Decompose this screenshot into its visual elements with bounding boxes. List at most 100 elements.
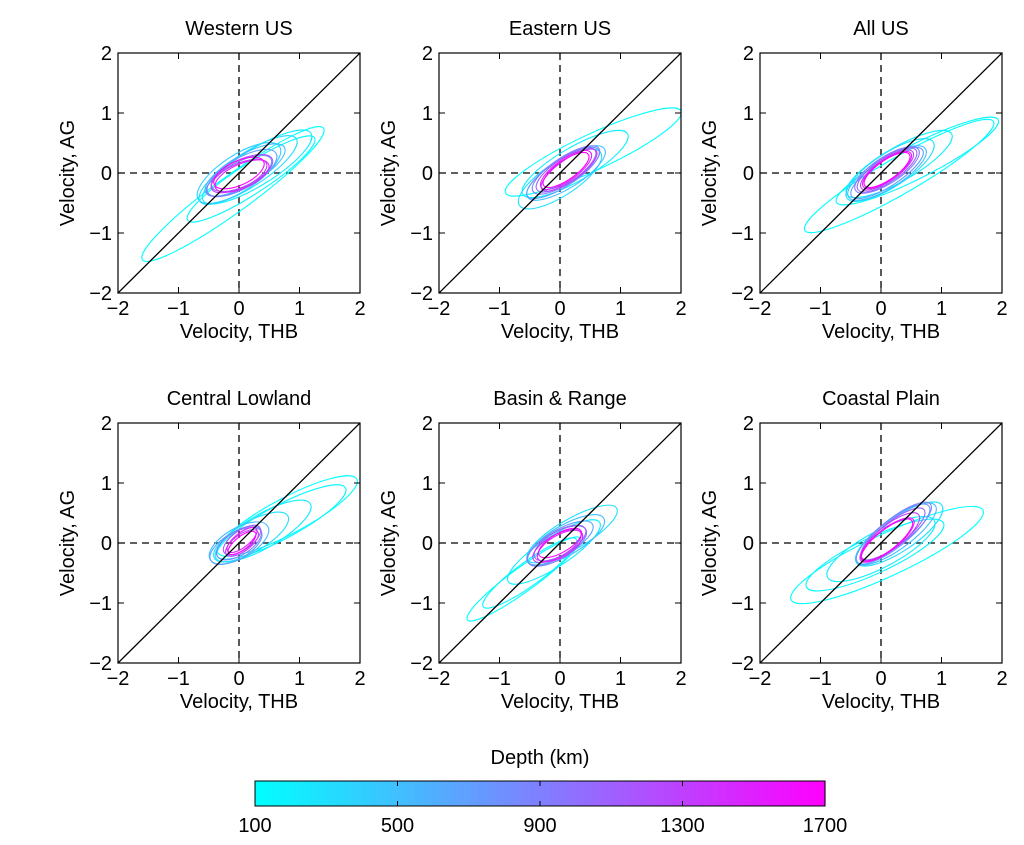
colorbar-swatch — [495, 781, 505, 806]
colorbar-swatches — [255, 781, 826, 806]
panel-title: Eastern US — [509, 18, 611, 40]
identity-line — [760, 423, 1002, 663]
colorbar-swatch — [807, 781, 817, 806]
x-tick-label: −1 — [167, 668, 190, 690]
y-tick-label: 2 — [743, 413, 754, 435]
depth-ellipse — [216, 475, 358, 557]
depth-ellipse — [542, 151, 590, 189]
colorbar-swatch — [540, 781, 550, 806]
colorbar-swatch — [379, 781, 390, 806]
colorbar-swatch — [575, 781, 586, 806]
x-tick-label: −2 — [107, 298, 130, 320]
colorbar-swatch — [290, 781, 301, 806]
y-tick-label: 0 — [743, 533, 754, 555]
x-axis-label: Velocity, THB — [822, 321, 940, 343]
depth-ellipse — [539, 149, 593, 191]
depth-ellipse — [196, 142, 282, 204]
colorbar-swatch — [477, 781, 488, 806]
colorbar-swatch — [255, 781, 265, 806]
depth-ellipse — [845, 129, 953, 199]
colorbar-swatch — [513, 781, 523, 806]
depth-ellipse — [222, 524, 262, 556]
colorbar-swatch — [352, 781, 363, 806]
colorbar-swatch — [655, 781, 666, 806]
colorbar-swatch — [753, 781, 764, 806]
colorbar-swatch — [727, 781, 737, 806]
y-axis-label: Velocity, AG — [378, 120, 400, 226]
colorbar-swatch — [531, 781, 541, 806]
y-tick-label: 1 — [101, 103, 112, 125]
colorbar-swatch — [335, 781, 345, 806]
colorbar-swatch — [281, 781, 292, 806]
y-tick-label: 0 — [743, 163, 754, 185]
colorbar-swatch — [415, 781, 425, 806]
identity-line — [760, 53, 1002, 293]
colorbar-swatch — [263, 781, 274, 806]
colorbar-swatch — [406, 781, 416, 806]
y-tick-label: 1 — [422, 103, 433, 125]
colorbar-swatch — [433, 781, 443, 806]
panel-title: Western US — [185, 18, 292, 40]
x-tick-label: 2 — [996, 668, 1007, 690]
y-axis-label: Velocity, AG — [699, 490, 721, 596]
colorbar-swatch — [771, 781, 782, 806]
depth-ellipse — [803, 118, 995, 234]
identity-line — [439, 423, 681, 663]
colorbar-swatch — [798, 781, 808, 806]
x-tick-label: −1 — [488, 668, 511, 690]
depth-ellipse — [854, 146, 920, 194]
y-tick-label: −2 — [731, 283, 754, 305]
depth-ellipse — [859, 149, 915, 191]
depth-ellipse — [537, 527, 583, 559]
depth-ellipse — [855, 502, 937, 566]
y-tick-label: −1 — [410, 593, 433, 615]
depth-ellipse — [845, 138, 935, 202]
x-tick-label: 2 — [354, 668, 365, 690]
x-tick-label: 2 — [675, 668, 686, 690]
panel: All US −2 −1 0 1 2 −2 −1 0 1 2 Velocity, THB Velocit… — [699, 18, 1008, 343]
depth-ellipse — [213, 156, 265, 190]
depth-ellipse — [859, 517, 915, 563]
colorbar-swatch — [326, 781, 336, 806]
plot-area — [118, 423, 360, 663]
colorbar-tick-label: 100 — [238, 815, 271, 837]
y-tick-label: 2 — [422, 413, 433, 435]
x-tick-label: 0 — [875, 668, 886, 690]
y-tick-label: −1 — [89, 223, 112, 245]
plot-area — [760, 53, 1002, 293]
x-tick-label: −2 — [107, 668, 130, 690]
x-tick-label: 2 — [675, 298, 686, 320]
x-tick-label: −1 — [809, 298, 832, 320]
panel-title: Central Lowland — [167, 388, 312, 410]
colorbar-swatch — [548, 781, 559, 806]
colorbar-swatch — [620, 781, 630, 806]
colorbar-tick-label: 1700 — [803, 815, 848, 837]
colorbar-swatch — [424, 781, 434, 806]
x-axis-label: Velocity, THB — [180, 691, 298, 713]
x-tick-label: 0 — [554, 668, 565, 690]
colorbar-swatch — [682, 781, 693, 806]
y-axis-label: Velocity, AG — [378, 490, 400, 596]
x-tick-label: 1 — [615, 298, 626, 320]
x-tick-label: 1 — [294, 668, 305, 690]
depth-ellipse — [504, 107, 681, 197]
x-tick-label: 0 — [875, 298, 886, 320]
depth-ellipse — [805, 518, 945, 592]
x-tick-label: 2 — [354, 298, 365, 320]
y-tick-label: 1 — [743, 103, 754, 125]
colorbar-swatch — [646, 781, 657, 806]
colorbar-swatch — [691, 781, 701, 806]
y-tick-label: 0 — [422, 163, 433, 185]
colorbar-swatch — [459, 781, 470, 806]
colorbar-swatch — [629, 781, 639, 806]
x-tick-label: −2 — [428, 668, 451, 690]
y-axis-label: Velocity, AG — [699, 120, 721, 226]
colorbar-title: Depth (km) — [491, 747, 590, 769]
depth-ellipse — [214, 159, 270, 193]
colorbar-swatch — [664, 781, 675, 806]
colorbar-swatch — [272, 781, 283, 806]
plot-area — [118, 53, 360, 293]
colorbar-swatch — [593, 781, 603, 806]
colorbar-swatch — [317, 781, 327, 806]
colorbar-swatch — [637, 781, 648, 806]
